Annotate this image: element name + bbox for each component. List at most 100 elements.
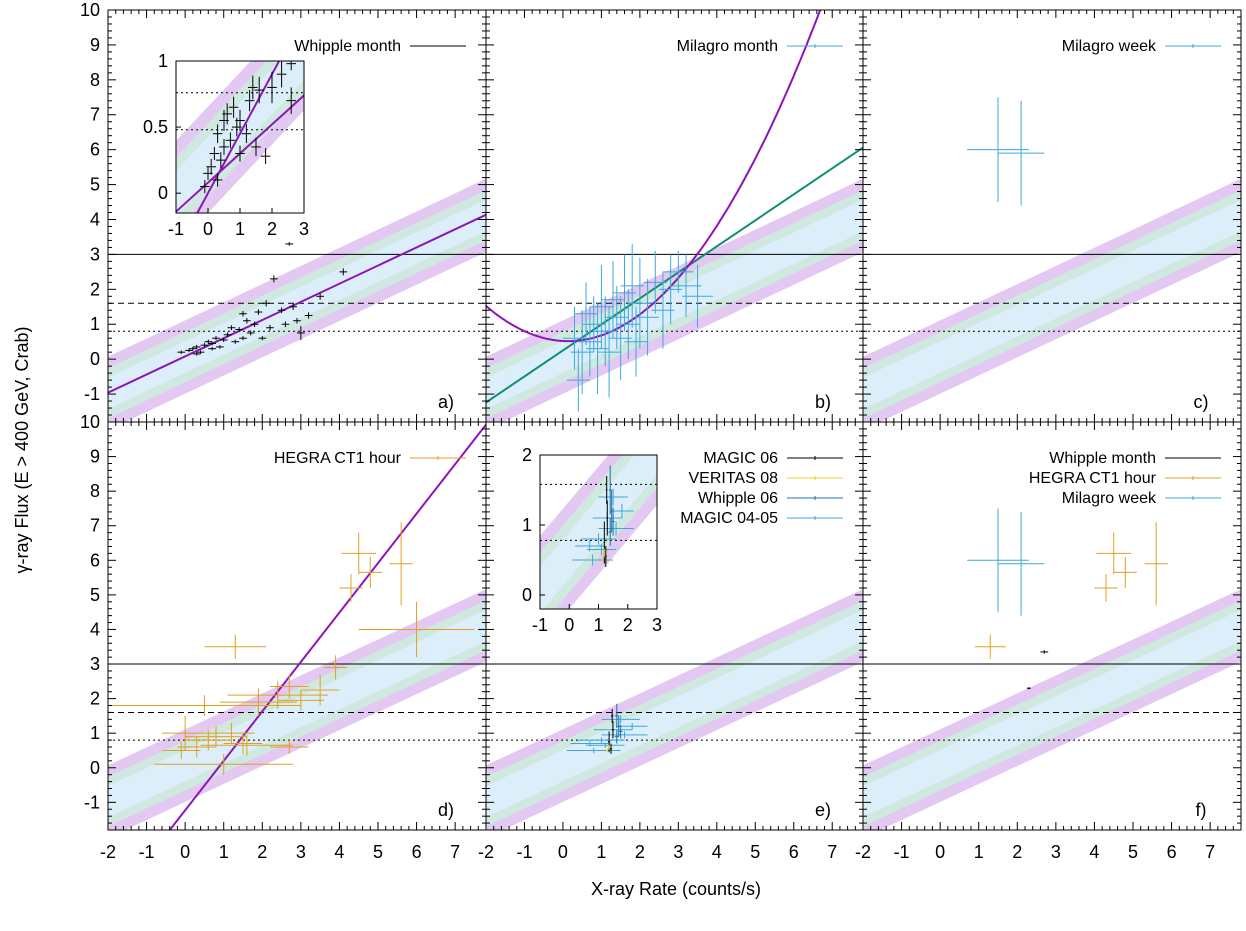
x-tick-label: 4 (712, 842, 722, 862)
panel-label: a) (438, 392, 454, 412)
data-point (606, 748, 609, 753)
inset-x-tick-label: 0 (203, 219, 213, 239)
data-point (624, 306, 648, 377)
data-point (219, 337, 228, 343)
data-point (231, 339, 240, 344)
panel-label: d) (438, 800, 454, 820)
legend-label: Whipple 06 (698, 490, 778, 507)
x-tick-label: 3 (673, 842, 683, 862)
data-point (1096, 532, 1132, 575)
y-tick-label: 7 (90, 516, 100, 536)
y-tick-label: 1 (90, 314, 100, 334)
plot-area (486, 589, 863, 830)
legend-label: Whipple month (294, 38, 401, 55)
panel-d: -1 0 1 2 3 4 5 6 7 8 9 10 -2 -1 0 1 2 3 4 5 6 7 d) HEGRA CT1 ho… (80, 412, 487, 862)
y-tick-label: -1 (84, 792, 100, 812)
fit-line (168, 423, 486, 830)
x-tick-label: 2 (257, 842, 267, 862)
panel-frame (862, 421, 1242, 831)
data-point (250, 321, 259, 328)
inset-y-tick-label: 0 (522, 585, 532, 605)
y-tick-label: 6 (90, 140, 100, 160)
y-tick-label: 4 (90, 619, 100, 639)
inset-x-tick-label: 2 (623, 615, 633, 635)
data-point (1113, 556, 1137, 588)
data-point (216, 345, 224, 349)
data-point (270, 740, 309, 754)
data-point (200, 343, 209, 348)
data-point (239, 310, 247, 317)
series-whipple-month (1026, 650, 1049, 690)
x-tick-label: 0 (558, 842, 568, 862)
data-point (196, 350, 205, 354)
x-axis-title: X-ray Rate (counts/s) (591, 879, 761, 899)
data-point (212, 336, 220, 341)
y-tick-label: 0 (90, 349, 100, 369)
fit-line (486, 146, 863, 404)
y-tick-label: 2 (90, 279, 100, 299)
data-point (358, 556, 382, 588)
x-tick-label: 1 (596, 842, 606, 862)
y-tick-label: 8 (90, 70, 100, 90)
data-point (177, 350, 186, 354)
y-tick-label: 8 (90, 481, 100, 501)
data-point (1026, 687, 1031, 690)
data-point (967, 97, 1029, 203)
data-point (243, 317, 251, 324)
data-point (223, 733, 263, 754)
y-tick-label: 0 (90, 758, 100, 778)
inset-x-tick-label: 3 (652, 615, 662, 635)
y-axis-title: γ-ray Flux (E > 400 GeV, Crab) (12, 327, 32, 574)
legend-label: MAGIC 06 (703, 450, 778, 467)
panel-label: e) (815, 800, 831, 820)
y-tick-label: -1 (84, 384, 100, 404)
data-point (611, 708, 614, 723)
data-point (289, 303, 297, 310)
data-point (614, 703, 619, 728)
x-tick-label: 7 (450, 842, 460, 862)
data-point (1040, 650, 1049, 654)
legend-label: VERITAS 08 (688, 470, 778, 487)
y-tick-label: 9 (90, 35, 100, 55)
inset-band (540, 455, 657, 609)
x-tick-label: -1 (516, 842, 532, 862)
x-tick-label: 1 (974, 842, 984, 862)
x-tick-label: 2 (635, 842, 645, 862)
data-point (324, 655, 348, 680)
plot-area (863, 508, 1241, 830)
x-tick-label: 3 (1051, 842, 1061, 862)
legend-label: MAGIC 04-05 (680, 510, 778, 527)
data-point (998, 511, 1045, 616)
inset-y-tick-label: 0.5 (143, 117, 168, 137)
fit-curve (486, 10, 822, 343)
plot-area (486, 10, 863, 422)
series-whipple-month (177, 268, 348, 356)
data-point (254, 309, 263, 315)
series-veritas-08 (606, 744, 611, 753)
x-tick-label: -1 (894, 842, 910, 862)
x-tick-label: 0 (180, 842, 190, 862)
band-inner (486, 199, 863, 410)
data-point (607, 744, 611, 750)
y-tick-label: 7 (90, 105, 100, 125)
x-tick-label: -1 (139, 842, 155, 862)
y-tick-label: 2 (90, 689, 100, 709)
data-point (636, 278, 660, 356)
data-point (162, 741, 201, 760)
plot-area (863, 97, 1241, 422)
data-point (246, 330, 255, 336)
data-point (258, 336, 267, 341)
data-point (616, 722, 648, 730)
data-point (293, 317, 301, 324)
data-point (162, 715, 209, 751)
x-tick-label: 5 (1128, 842, 1138, 862)
inset-y-tick-label: 1 (522, 515, 532, 535)
x-tick-label: 6 (1167, 842, 1177, 862)
y-tick-label: 5 (90, 585, 100, 605)
inset-x-tick-label: 1 (235, 219, 245, 239)
data-point (277, 689, 324, 711)
data-point (208, 346, 216, 351)
inset-y-tick-label: 2 (522, 445, 532, 465)
